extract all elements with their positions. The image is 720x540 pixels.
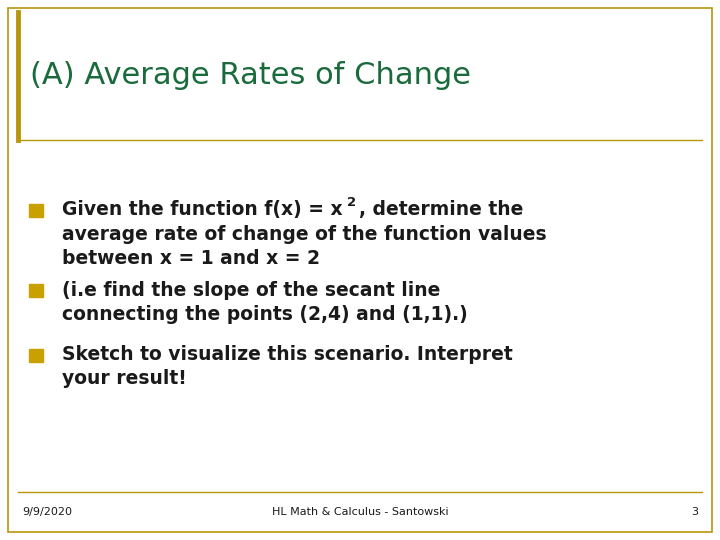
Text: Sketch to visualize this scenario. Interpret: Sketch to visualize this scenario. Inter…	[62, 346, 513, 365]
Text: , determine the: , determine the	[359, 200, 523, 219]
Text: connecting the points (2,4) and (1,1).): connecting the points (2,4) and (1,1).)	[62, 305, 468, 323]
Bar	[29, 348, 42, 362]
Text: 2: 2	[347, 195, 356, 208]
Bar	[29, 204, 42, 217]
Bar	[29, 284, 42, 297]
Text: HL Math & Calculus - Santowski: HL Math & Calculus - Santowski	[271, 507, 449, 517]
Text: 3: 3	[691, 507, 698, 517]
Text: (A) Average Rates of Change: (A) Average Rates of Change	[30, 62, 471, 91]
Text: 9/9/2020: 9/9/2020	[22, 507, 72, 517]
Text: between x = 1 and x = 2: between x = 1 and x = 2	[62, 248, 320, 267]
Text: average rate of change of the function values: average rate of change of the function v…	[62, 225, 546, 244]
Text: Given the function f(x) = x: Given the function f(x) = x	[62, 200, 343, 219]
Text: (i.e find the slope of the secant line: (i.e find the slope of the secant line	[62, 280, 441, 300]
Text: your result!: your result!	[62, 369, 186, 388]
